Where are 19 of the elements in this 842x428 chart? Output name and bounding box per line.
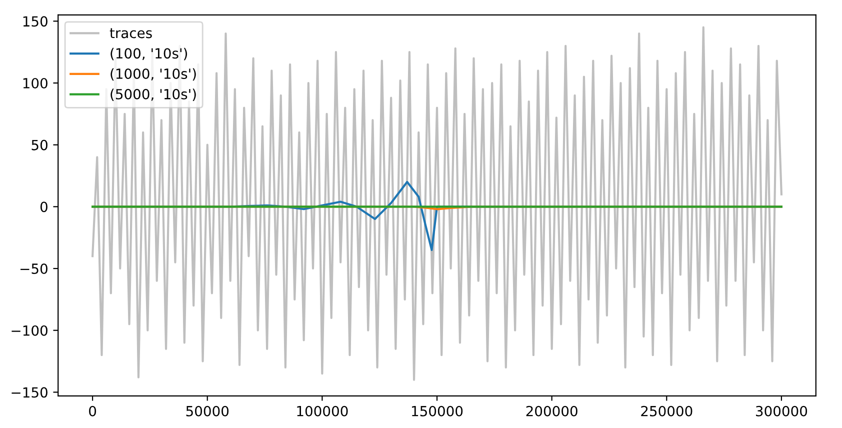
- x-tick-label: 150000: [412, 406, 463, 416]
- x-tick-label: 0: [89, 406, 96, 416]
- legend-label: traces: [110, 28, 152, 38]
- y-tick-label: −150: [12, 387, 48, 398]
- x-tick-label: 300000: [756, 406, 808, 416]
- y-tick-label: −100: [12, 325, 48, 336]
- x-tick-label: 200000: [526, 406, 578, 416]
- y-tick-label: 50: [32, 140, 48, 150]
- legend-label: (100, '10s'): [110, 48, 188, 60]
- legend-label: (1000, '10s'): [110, 68, 196, 81]
- legend-label: (5000, '10s'): [110, 88, 196, 102]
- y-tick-label: 150: [23, 16, 48, 27]
- x-tick-label: 250000: [641, 406, 692, 416]
- y-tick-label: 0: [40, 202, 48, 212]
- y-tick-label: 100: [23, 78, 48, 88]
- x-tick-label: 50000: [186, 406, 229, 416]
- x-tick-label: 100000: [297, 406, 348, 416]
- line-series: [92, 26, 782, 381]
- y-tick-label: −50: [20, 263, 48, 274]
